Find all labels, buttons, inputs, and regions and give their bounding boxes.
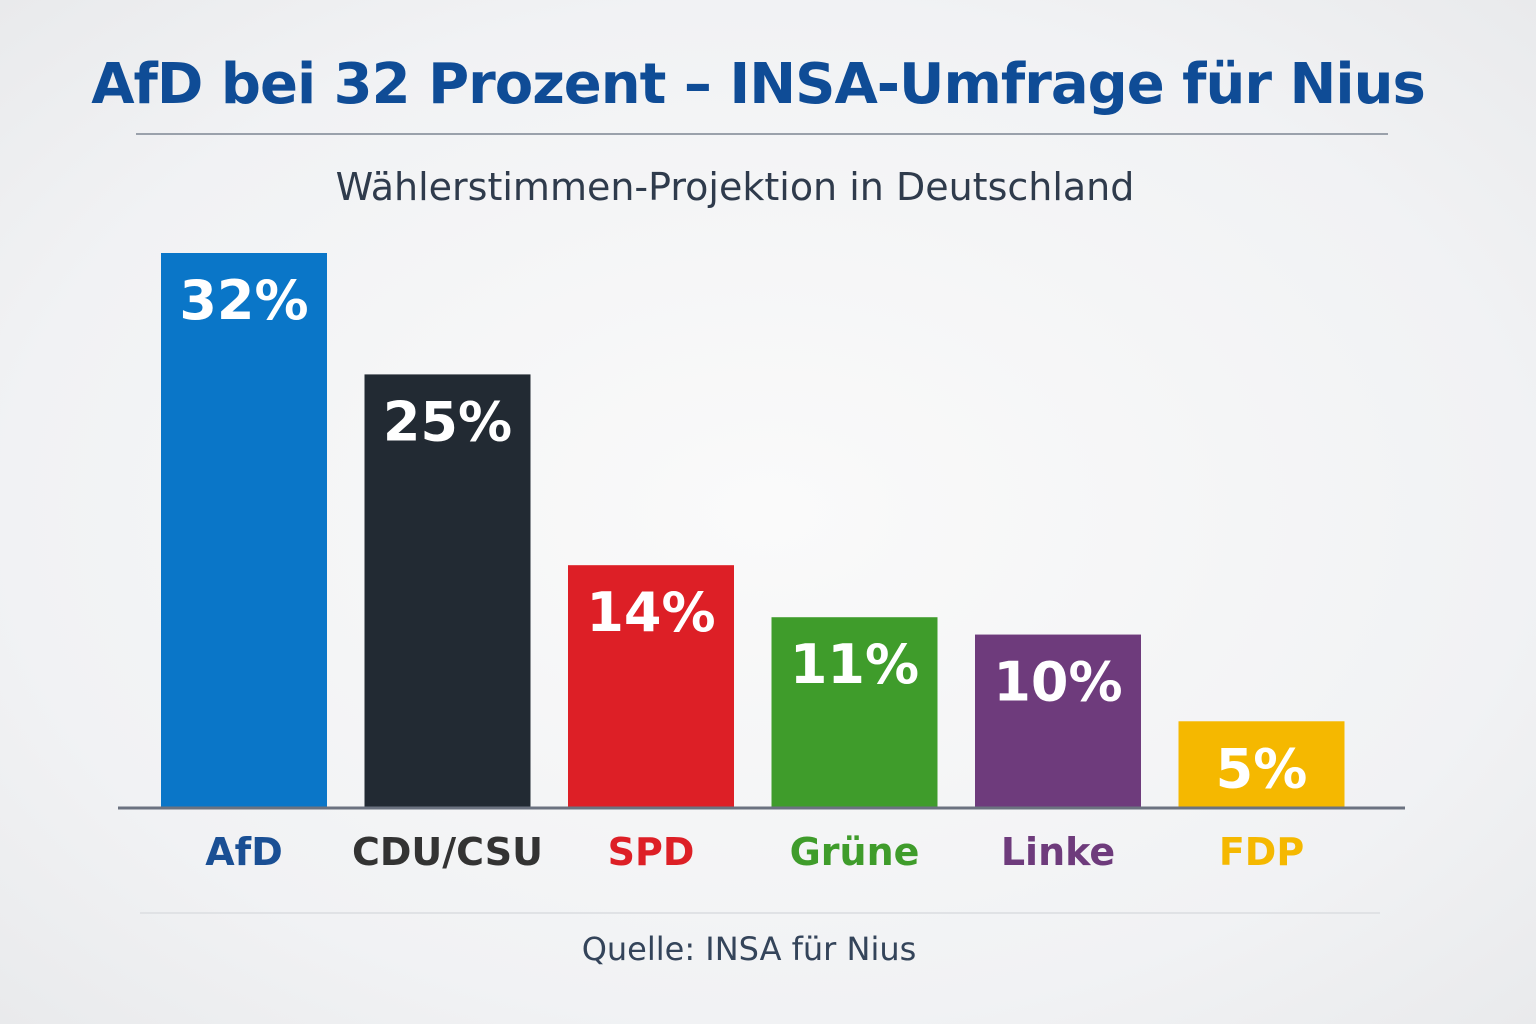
category-label: FDP	[1219, 830, 1304, 874]
data-label: 11%	[790, 633, 919, 696]
chart-title: AfD bei 32 Prozent – INSA-Umfrage für Ni…	[91, 52, 1426, 117]
chart-subtitle: Wählerstimmen-Projektion in Deutschland	[335, 165, 1135, 209]
bar-4	[975, 634, 1141, 808]
source-note: Quelle: INSA für Nius	[581, 930, 917, 968]
bar-1	[364, 374, 531, 808]
footer-divider	[140, 912, 1380, 914]
data-label: 32%	[179, 269, 308, 332]
category-label: Grüne	[790, 830, 920, 874]
category-label: SPD	[608, 830, 695, 874]
category-label: AfD	[205, 830, 282, 874]
data-label: 25%	[383, 390, 512, 453]
data-label: 10%	[993, 651, 1122, 714]
bar-0	[161, 253, 327, 808]
category-label: Linke	[1001, 830, 1115, 874]
title-divider	[136, 133, 1388, 135]
bar-3	[771, 617, 938, 808]
data-label: 5%	[1216, 737, 1308, 800]
bar-5	[1178, 721, 1345, 808]
data-label: 14%	[586, 581, 715, 644]
bar-2	[568, 565, 734, 808]
category-label: CDU/CSU	[352, 830, 543, 874]
